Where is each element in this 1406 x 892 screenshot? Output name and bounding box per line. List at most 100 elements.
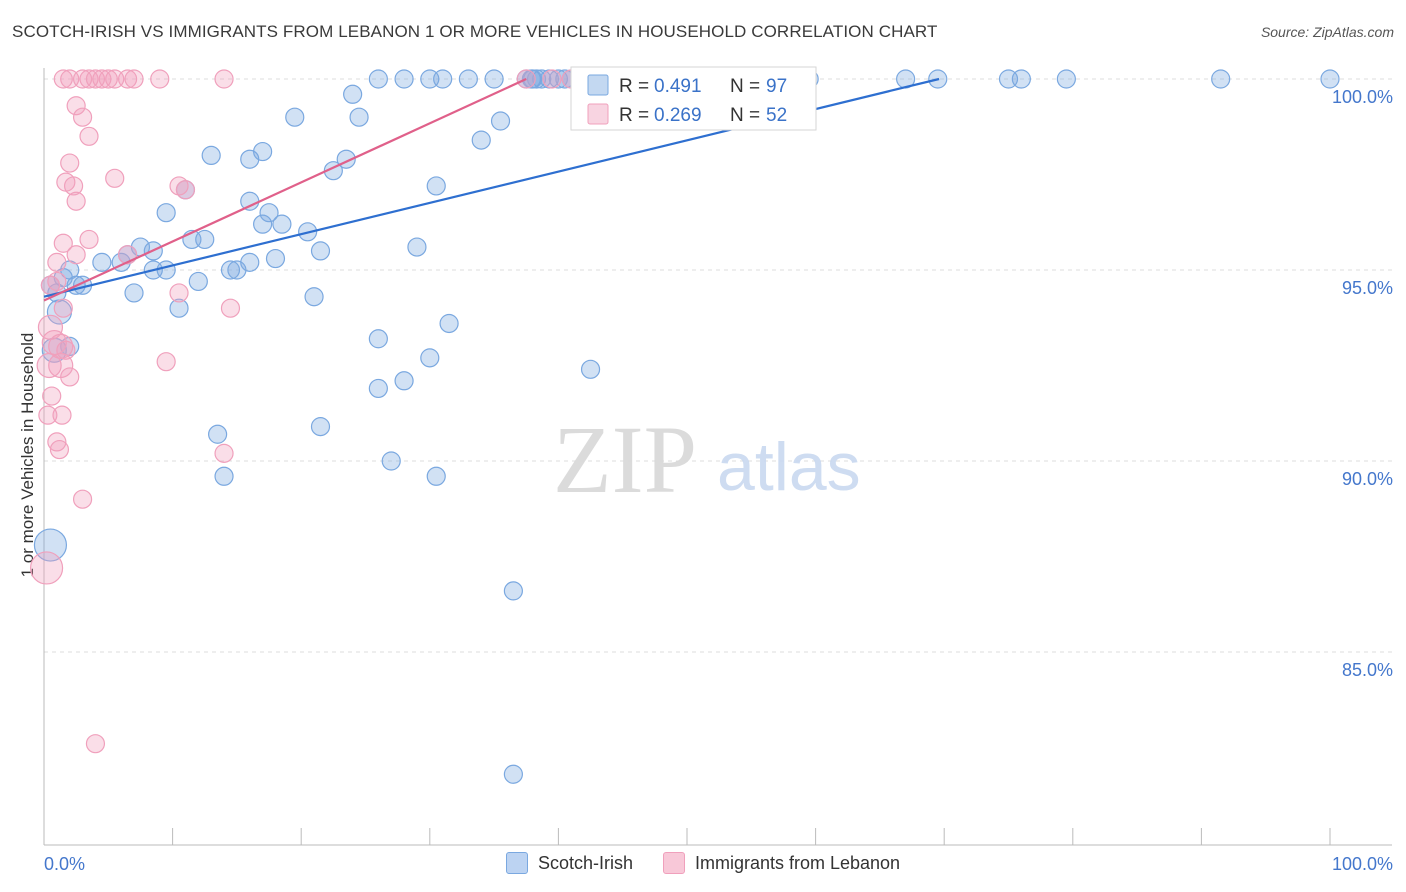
- watermark-atlas: atlas: [717, 429, 861, 505]
- watermark-zip: ZIP: [553, 406, 697, 513]
- scotch-irish-point-33: [490, 111, 511, 131]
- lebanon-stats-swatch: [587, 103, 609, 125]
- y-tick-label-1: 95.0%: [1342, 278, 1393, 298]
- scotch-irish-point-37: [240, 149, 260, 169]
- lebanon-point-6: [98, 69, 118, 89]
- scotch-irish-point-13: [532, 69, 552, 89]
- lebanon-r-value: 0.269: [654, 105, 702, 126]
- scotch-irish-point-71: [304, 287, 324, 307]
- scotch-irish-point-72: [169, 298, 189, 318]
- lebanon-point-49: [72, 489, 93, 509]
- lebanon-n-value: 52: [766, 105, 787, 126]
- series-lebanon-points: [29, 69, 581, 754]
- x-tick-labels: 0.0% 100.0%: [44, 854, 1393, 874]
- lebanon-point-21: [63, 176, 84, 196]
- scotch-irish-point-45: [272, 214, 292, 234]
- scotch-irish-point-27: [1056, 69, 1076, 89]
- scotch-irish-point-5: [484, 69, 504, 89]
- scotch-irish-point-4: [458, 69, 478, 89]
- scotch-irish-point-46: [253, 214, 273, 234]
- lebanon-point-35: [220, 298, 241, 318]
- scotch-irish-point-70: [124, 283, 144, 303]
- scotch-irish-point-30: [343, 84, 363, 104]
- scotch-irish-point-87: [503, 764, 523, 784]
- lebanon-point-50: [85, 734, 106, 754]
- lebanon-point-37: [48, 333, 74, 359]
- lebanon-trend-line: [43, 78, 527, 302]
- scotch-irish-point-83: [381, 451, 401, 471]
- lebanon-n-label: N =: [730, 105, 760, 126]
- lebanon-point-9: [124, 69, 144, 89]
- scotch-irish-point-28: [1211, 69, 1231, 89]
- chart-source: Source: ZipAtlas.com: [1260, 24, 1394, 40]
- scotch-irish-point-1: [394, 69, 414, 89]
- legend-item-lebanon[interactable]: Immigrants from Lebanon: [662, 852, 900, 874]
- lebanon-point-15: [66, 96, 86, 116]
- y-tick-label-2: 90.0%: [1342, 469, 1393, 489]
- scotch-irish-point-3: [433, 69, 453, 89]
- lebanon-point-8: [117, 69, 138, 89]
- lebanon-point-40: [156, 352, 176, 372]
- lebanon-point-16: [72, 107, 93, 127]
- scotch-irish-point-51: [407, 237, 427, 257]
- scotch-irish-point-69: [188, 271, 208, 292]
- lebanon-point-24: [66, 191, 86, 211]
- lebanon-point-13: [542, 69, 562, 89]
- x-tick-label-right: 100.0%: [1332, 854, 1393, 874]
- lebanon-point-43: [42, 386, 62, 406]
- lebanon-point-17: [79, 126, 99, 146]
- lebanon-point-11: [214, 69, 234, 89]
- legend-item-scotch-irish[interactable]: Scotch-Irish: [505, 852, 633, 874]
- lebanon-point-38: [56, 340, 76, 360]
- scotch-irish-point-32: [285, 107, 305, 127]
- scotch-irish-point-62: [220, 260, 241, 280]
- lebanon-point-29: [47, 252, 67, 272]
- lebanon-point-25: [79, 229, 99, 250]
- scotch-irish-stats-swatch: [587, 74, 609, 96]
- scotch-irish-point-77: [420, 348, 440, 368]
- legend-swatch-lebanon: [662, 852, 685, 874]
- scotch-irish-point-43: [156, 203, 176, 223]
- scotch-irish-point-36: [201, 145, 221, 165]
- chart-title: SCOTCH-IRISH VS IMMIGRANTS FROM LEBANON …: [12, 22, 938, 41]
- scotch-irish-r-label: R =: [619, 76, 649, 97]
- lebanon-point-32: [169, 283, 189, 303]
- legend-swatch-scotch-irish: [505, 852, 528, 874]
- scotch-irish-point-86: [503, 581, 523, 601]
- lebanon-point-26: [53, 233, 73, 253]
- scotch-irish-n-label: N =: [730, 76, 760, 97]
- scotch-irish-point-61: [156, 260, 176, 280]
- x-tick-label-left: 0.0%: [44, 854, 85, 874]
- scotch-irish-point-31: [349, 107, 369, 127]
- scotch-irish-point-0: [368, 69, 388, 89]
- scotch-irish-point-42: [240, 191, 260, 211]
- lebanon-point-44: [52, 405, 72, 425]
- scotch-irish-point-26: [1011, 69, 1031, 89]
- scotch-irish-point-74: [439, 313, 459, 334]
- lebanon-point-51: [29, 551, 64, 585]
- y-tick-label-0: 100.0%: [1332, 87, 1393, 107]
- scotch-irish-point-34: [471, 130, 491, 150]
- watermark: ZIP atlas: [553, 406, 861, 513]
- stats-legend: R = 0.491 N = 97 R = 0.269 N = 52: [570, 66, 817, 131]
- scotch-irish-point-79: [394, 371, 414, 391]
- lebanon-point-18: [60, 153, 80, 173]
- scotch-irish-point-81: [208, 424, 228, 444]
- scotch-irish-r-value: 0.491: [654, 76, 702, 97]
- y-tick-labels: 100.0% 95.0% 90.0% 85.0%: [1332, 87, 1393, 680]
- lebanon-point-10: [150, 69, 170, 89]
- scotch-irish-point-84: [214, 466, 234, 486]
- lebanon-point-42: [60, 367, 80, 387]
- lebanon-point-27: [66, 245, 86, 265]
- lebanon-point-0: [53, 69, 73, 89]
- scotch-irish-point-56: [265, 248, 286, 269]
- scotch-irish-point-52: [310, 241, 331, 261]
- scotch-irish-point-89: [60, 336, 80, 356]
- lebanon-point-19: [105, 168, 125, 188]
- legend-label-scotch-irish: Scotch-Irish: [537, 852, 633, 873]
- lebanon-point-46: [47, 432, 67, 452]
- lebanon-point-31: [40, 275, 61, 295]
- scotch-irish-point-57: [92, 252, 112, 272]
- lebanon-point-47: [214, 443, 234, 463]
